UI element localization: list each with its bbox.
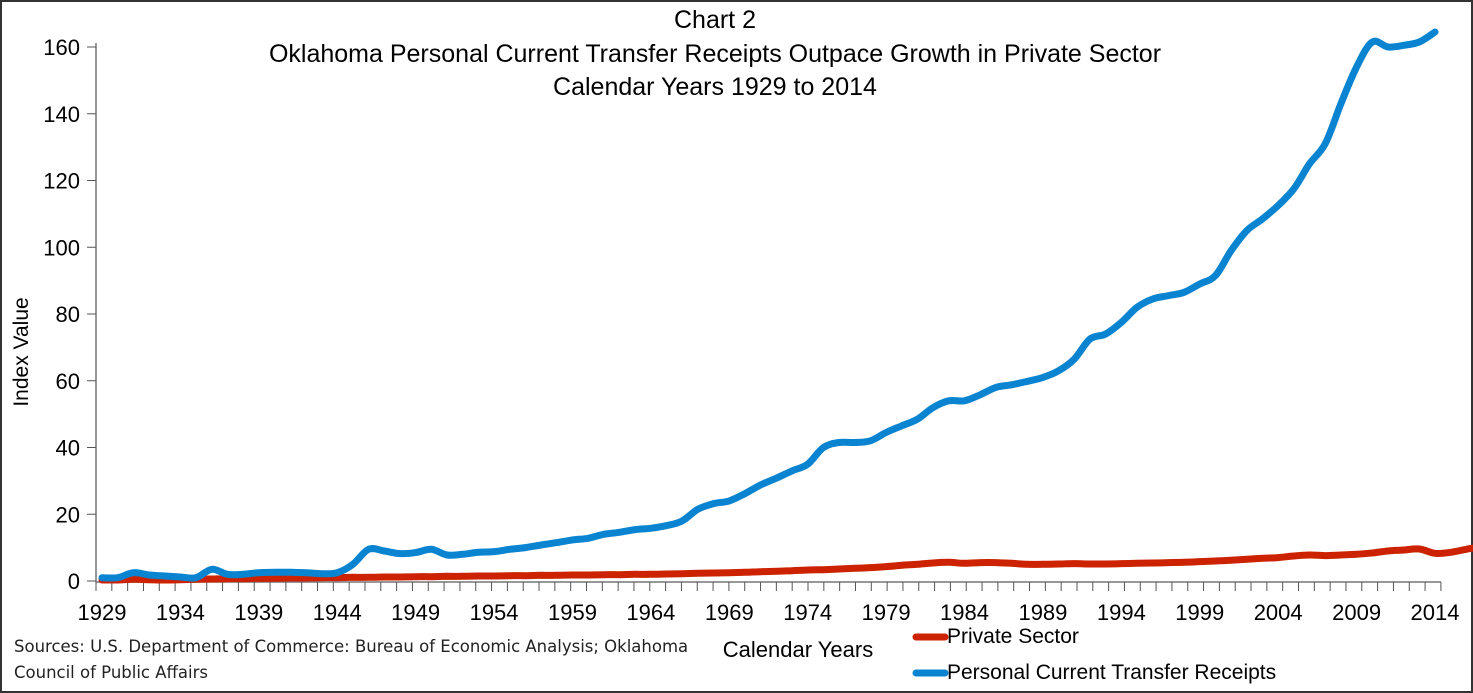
x-tick-label: 1939 — [234, 600, 283, 625]
x-tick-label: 1999 — [1175, 600, 1224, 625]
x-tick-label: 1974 — [783, 600, 832, 625]
y-tick-label: 20 — [56, 502, 80, 527]
source-note: Sources: U.S. Department of Commerce: Bu… — [14, 637, 689, 682]
y-tick-label: 0 — [68, 569, 80, 594]
x-tick-label: 1929 — [78, 600, 127, 625]
y-tick-label: 160 — [43, 35, 80, 60]
x-tick-label: 2014 — [1411, 600, 1460, 625]
x-tick-label: 1969 — [705, 600, 754, 625]
series-line-private-sector — [98, 544, 1473, 584]
legend-label-transfer-receipts: Personal Current Transfer Receipts — [947, 661, 1276, 684]
y-axis-label: Index Value — [10, 297, 33, 406]
y-tick-label: 100 — [43, 235, 80, 260]
chart-title-line-1: Chart 2 — [674, 6, 756, 34]
x-tick-label: 1934 — [156, 600, 205, 625]
legend-label-private-sector: Private Sector — [947, 625, 1079, 648]
y-tick-label: 140 — [43, 102, 80, 127]
x-tick-label: 1979 — [862, 600, 911, 625]
x-tick-label: 1984 — [940, 600, 989, 625]
x-tick-label: 1944 — [313, 600, 362, 625]
x-tick-label: 2009 — [1332, 600, 1381, 625]
x-tick-label: 1964 — [626, 600, 675, 625]
x-tick-label: 1959 — [548, 600, 597, 625]
y-tick-label: 80 — [56, 302, 80, 327]
x-tick-label: 1994 — [1097, 600, 1146, 625]
series-line-personal-current-transfer-receipts — [98, 28, 1439, 582]
x-axis-label: Calendar Years — [723, 637, 873, 662]
x-tick-label: 1954 — [470, 600, 519, 625]
x-tick-label: 2004 — [1254, 600, 1303, 625]
x-tick-label: 1949 — [391, 600, 440, 625]
chart-title-line-2: Oklahoma Personal Current Transfer Recei… — [269, 40, 1161, 68]
chart-title: Chart 2 Oklahoma Personal Current Transf… — [269, 6, 1161, 101]
legend: Private Sector Personal Current Transfer… — [912, 625, 1276, 684]
y-tick-label: 60 — [56, 369, 80, 394]
x-tick-label: 1989 — [1018, 600, 1067, 625]
y-tick-label: 40 — [56, 436, 80, 461]
chart-title-line-3: Calendar Years 1929 to 2014 — [553, 73, 877, 101]
y-tick-label: 120 — [43, 169, 80, 194]
